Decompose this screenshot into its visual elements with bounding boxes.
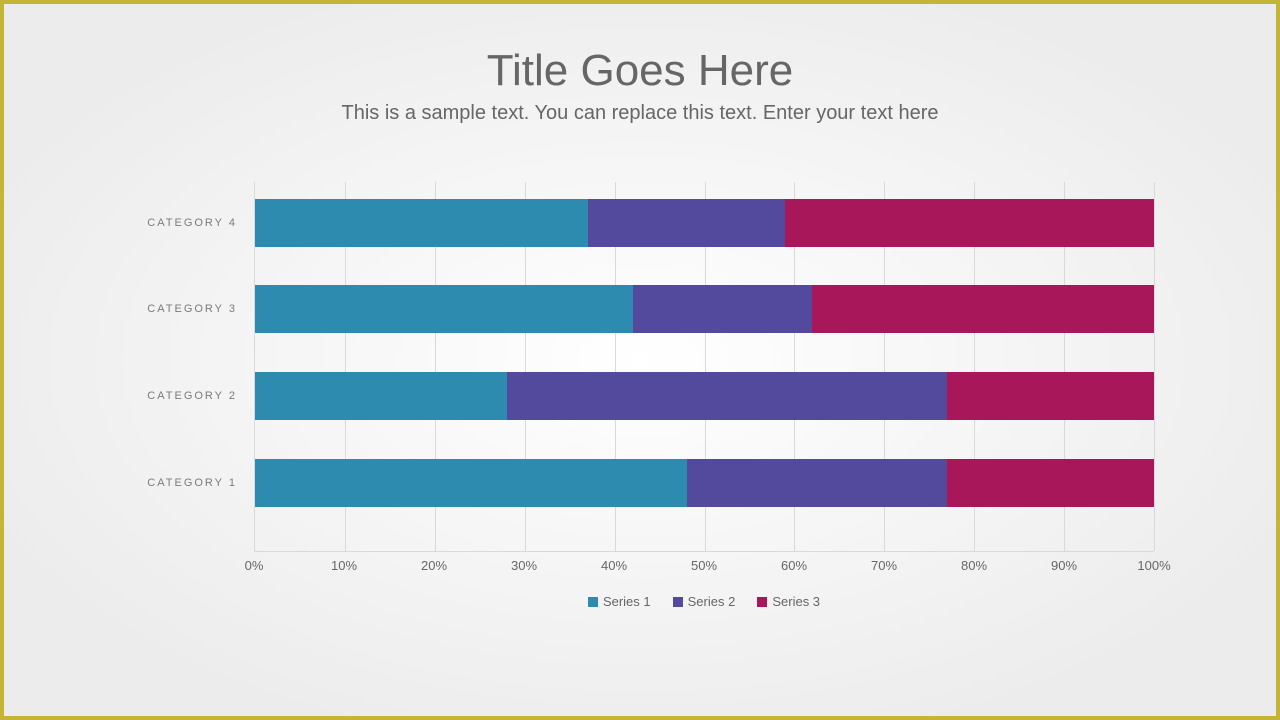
category-label: CATEGORY 1 <box>147 477 255 489</box>
legend-label: Series 2 <box>688 594 736 609</box>
bar-segment <box>633 285 813 333</box>
slide-frame: Title Goes Here This is a sample text. Y… <box>0 0 1280 720</box>
x-tick-label: 40% <box>601 558 627 573</box>
chart: CATEGORY 4 CATEGORY 3 CATEGORY 2 CATEGORY 1… <box>134 182 1154 609</box>
bar-segment <box>255 199 588 247</box>
bar-segment <box>947 459 1154 507</box>
plot-area: CATEGORY 4 CATEGORY 3 CATEGORY 2 CATEGORY 1 <box>254 182 1154 552</box>
bar-segment <box>255 459 687 507</box>
x-axis: 0%10%20%30%40%50%60%70%80%90%100% <box>254 552 1154 576</box>
bar-segment <box>255 285 633 333</box>
bar-segment <box>947 372 1154 420</box>
chart-subtitle: This is a sample text. You can replace t… <box>4 102 1276 125</box>
chart-title: Title Goes Here <box>4 46 1276 96</box>
x-tick-label: 70% <box>871 558 897 573</box>
legend: Series 1 Series 2 Series 3 <box>254 594 1154 609</box>
category-label: CATEGORY 2 <box>147 390 255 402</box>
x-tick-label: 10% <box>331 558 357 573</box>
legend-swatch <box>673 597 683 607</box>
bar-row: CATEGORY 3 <box>255 285 1154 333</box>
x-tick-label: 50% <box>691 558 717 573</box>
legend-item: Series 2 <box>673 594 736 609</box>
x-tick-label: 30% <box>511 558 537 573</box>
legend-swatch <box>588 597 598 607</box>
bar-segment <box>507 372 948 420</box>
bar-row: CATEGORY 4 <box>255 199 1154 247</box>
bar-segment <box>588 199 786 247</box>
category-label: CATEGORY 4 <box>147 217 255 229</box>
bar-segment <box>812 285 1154 333</box>
bar-row: CATEGORY 2 <box>255 372 1154 420</box>
legend-swatch <box>757 597 767 607</box>
legend-item: Series 1 <box>588 594 651 609</box>
x-tick-label: 80% <box>961 558 987 573</box>
legend-item: Series 3 <box>757 594 820 609</box>
legend-label: Series 1 <box>603 594 651 609</box>
legend-label: Series 3 <box>772 594 820 609</box>
bar-segment <box>687 459 948 507</box>
gridline <box>1154 182 1155 551</box>
x-tick-label: 20% <box>421 558 447 573</box>
bar-row: CATEGORY 1 <box>255 459 1154 507</box>
category-label: CATEGORY 3 <box>147 303 255 315</box>
bar-segment <box>785 199 1154 247</box>
x-tick-label: 90% <box>1051 558 1077 573</box>
x-tick-label: 60% <box>781 558 807 573</box>
x-tick-label: 100% <box>1137 558 1170 573</box>
x-tick-label: 0% <box>245 558 264 573</box>
bar-segment <box>255 372 507 420</box>
